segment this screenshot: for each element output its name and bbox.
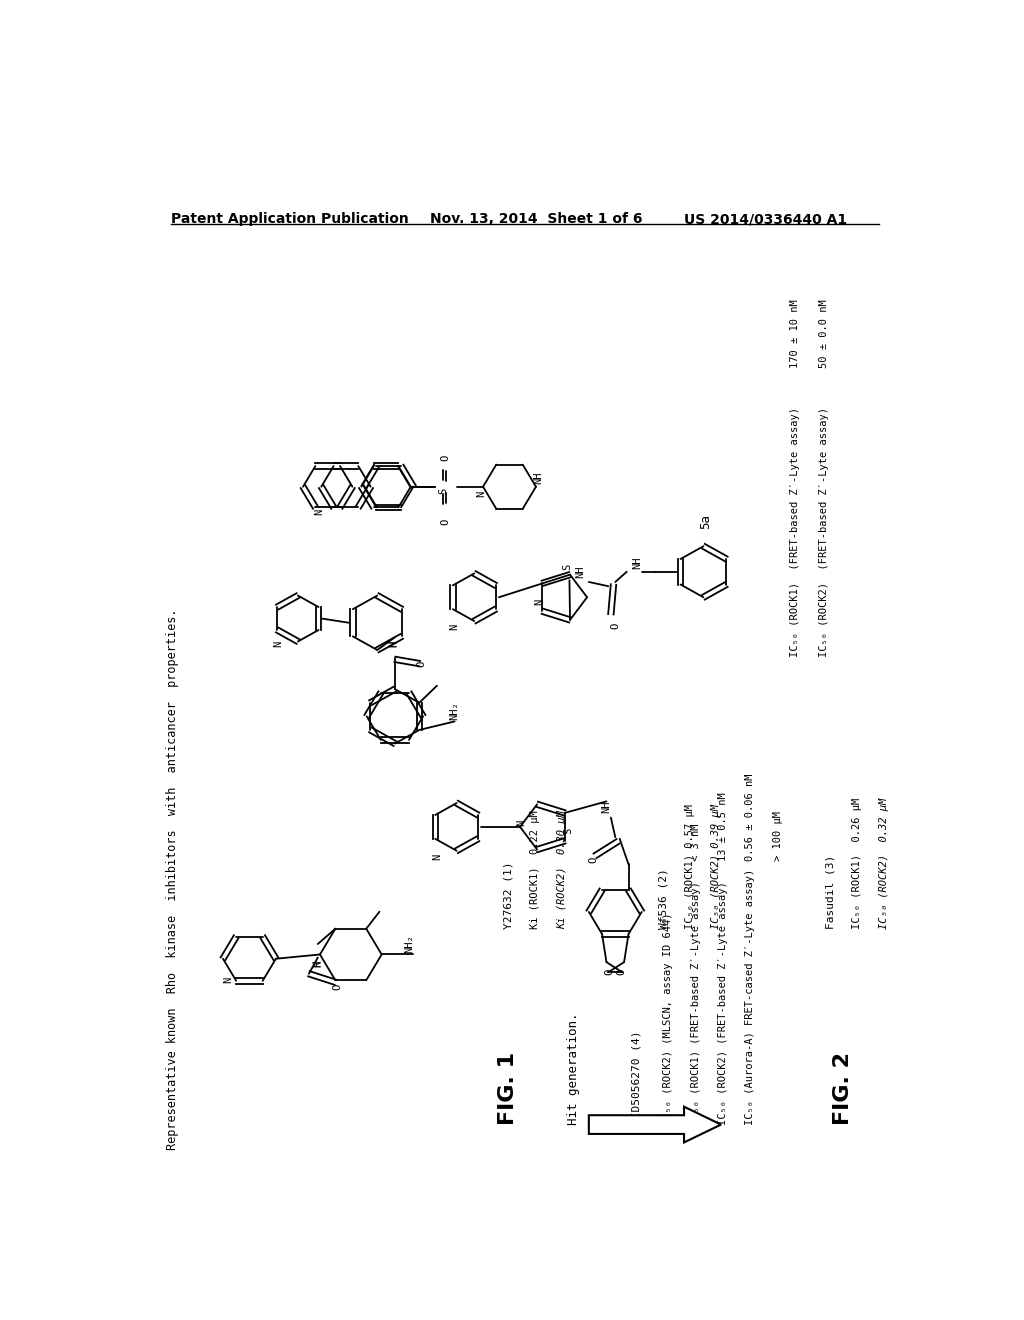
Text: Patent Application Publication: Patent Application Publication (171, 213, 409, 226)
Text: N: N (273, 642, 284, 647)
Text: US 2014/0336440 A1: US 2014/0336440 A1 (684, 213, 848, 226)
Text: N: N (432, 854, 442, 859)
Text: IC₅₀ (ROCK2)  (FRET-based Z′-Lyte assay): IC₅₀ (ROCK2) (FRET-based Z′-Lyte assay) (818, 407, 828, 657)
Text: H: H (313, 961, 324, 968)
Text: 170 ± 10 nM: 170 ± 10 nM (791, 298, 801, 368)
Text: H: H (389, 640, 399, 647)
Text: < 3 nM: < 3 nM (691, 824, 700, 861)
Text: IC₅₀ (ROCK1) (FRET-based Z′-Lyte assay): IC₅₀ (ROCK1) (FRET-based Z′-Lyte assay) (691, 880, 700, 1125)
Text: O: O (588, 857, 598, 863)
Text: NH: NH (534, 471, 543, 484)
Text: Wf536 (2): Wf536 (2) (658, 869, 669, 929)
Text: 0.56 ± 0.06 nM: 0.56 ± 0.06 nM (745, 774, 756, 861)
Text: IC₅₀ (ROCK2) 0.39 μM: IC₅₀ (ROCK2) 0.39 μM (711, 804, 721, 929)
Text: N: N (312, 961, 323, 968)
Text: Nov. 13, 2014  Sheet 1 of 6: Nov. 13, 2014 Sheet 1 of 6 (430, 213, 643, 226)
Text: O: O (616, 969, 627, 975)
Text: IC₅₀ (ROCK1)  (FRET-based Z′-Lyte assay): IC₅₀ (ROCK1) (FRET-based Z′-Lyte assay) (791, 407, 801, 657)
Text: O: O (440, 455, 451, 461)
Text: IC₅₀ (ROCK2)  0.32 μM: IC₅₀ (ROCK2) 0.32 μM (879, 797, 889, 929)
Text: NH: NH (575, 565, 585, 578)
Text: FIG. 1: FIG. 1 (499, 1052, 518, 1125)
Text: N: N (535, 598, 544, 605)
Text: O: O (417, 660, 427, 667)
Text: Ki (ROCK1)  0.22 μM: Ki (ROCK1) 0.22 μM (530, 810, 541, 929)
Text: Hit generation.: Hit generation. (567, 1012, 580, 1125)
Text: O: O (440, 519, 451, 525)
Text: NH₂: NH₂ (404, 935, 415, 953)
Text: O: O (610, 623, 621, 630)
Text: S: S (563, 828, 573, 834)
Text: NH: NH (633, 557, 642, 569)
Text: N: N (223, 977, 233, 983)
Text: N: N (450, 624, 460, 630)
Text: IC₅₀ (ROCK2) (MLSCN, assay ID 644): IC₅₀ (ROCK2) (MLSCN, assay ID 644) (663, 912, 673, 1125)
Text: CID5056270 (4): CID5056270 (4) (632, 1030, 642, 1125)
Polygon shape (589, 1106, 721, 1142)
Text: IC₅₀ (ROCK2) (FRET-based Z′-Lyte assay): IC₅₀ (ROCK2) (FRET-based Z′-Lyte assay) (718, 880, 728, 1125)
Text: N: N (314, 510, 325, 515)
Text: O: O (604, 969, 614, 975)
Text: Representative known  Rho  kinase  inhibitors  with  anticancer  properties.: Representative known Rho kinase inhibito… (166, 609, 179, 1150)
Text: N: N (388, 640, 398, 647)
Text: N: N (476, 491, 486, 498)
Text: Fasudil (3): Fasudil (3) (825, 855, 836, 929)
Text: O: O (333, 983, 342, 990)
Text: Y27632 (1): Y27632 (1) (504, 862, 514, 929)
Text: 50 ± 0.0 nM: 50 ± 0.0 nM (818, 298, 828, 368)
Text: IC₅₀ (Aurora-A) FRET-cased Z′-Lyte assay): IC₅₀ (Aurora-A) FRET-cased Z′-Lyte assay… (745, 869, 756, 1125)
Text: Ki (ROCK2)  0.30 μM: Ki (ROCK2) 0.30 μM (557, 810, 567, 929)
Text: FIG. 2: FIG. 2 (834, 1052, 853, 1125)
Text: S: S (438, 488, 449, 494)
Text: IC₅₀ (ROCK1) 0.57 μM: IC₅₀ (ROCK1) 0.57 μM (685, 804, 694, 929)
Text: NH₂: NH₂ (449, 701, 459, 719)
Text: N: N (516, 820, 526, 826)
Text: IC₅₀ (ROCK1)  0.26 μM: IC₅₀ (ROCK1) 0.26 μM (852, 797, 862, 929)
Text: 13 ± 0.5 nM: 13 ± 0.5 nM (718, 792, 728, 861)
Text: > 100 μM: > 100 μM (773, 810, 782, 861)
Text: S: S (562, 564, 571, 570)
Text: 5a: 5a (699, 515, 713, 529)
Text: NH: NH (601, 801, 611, 813)
